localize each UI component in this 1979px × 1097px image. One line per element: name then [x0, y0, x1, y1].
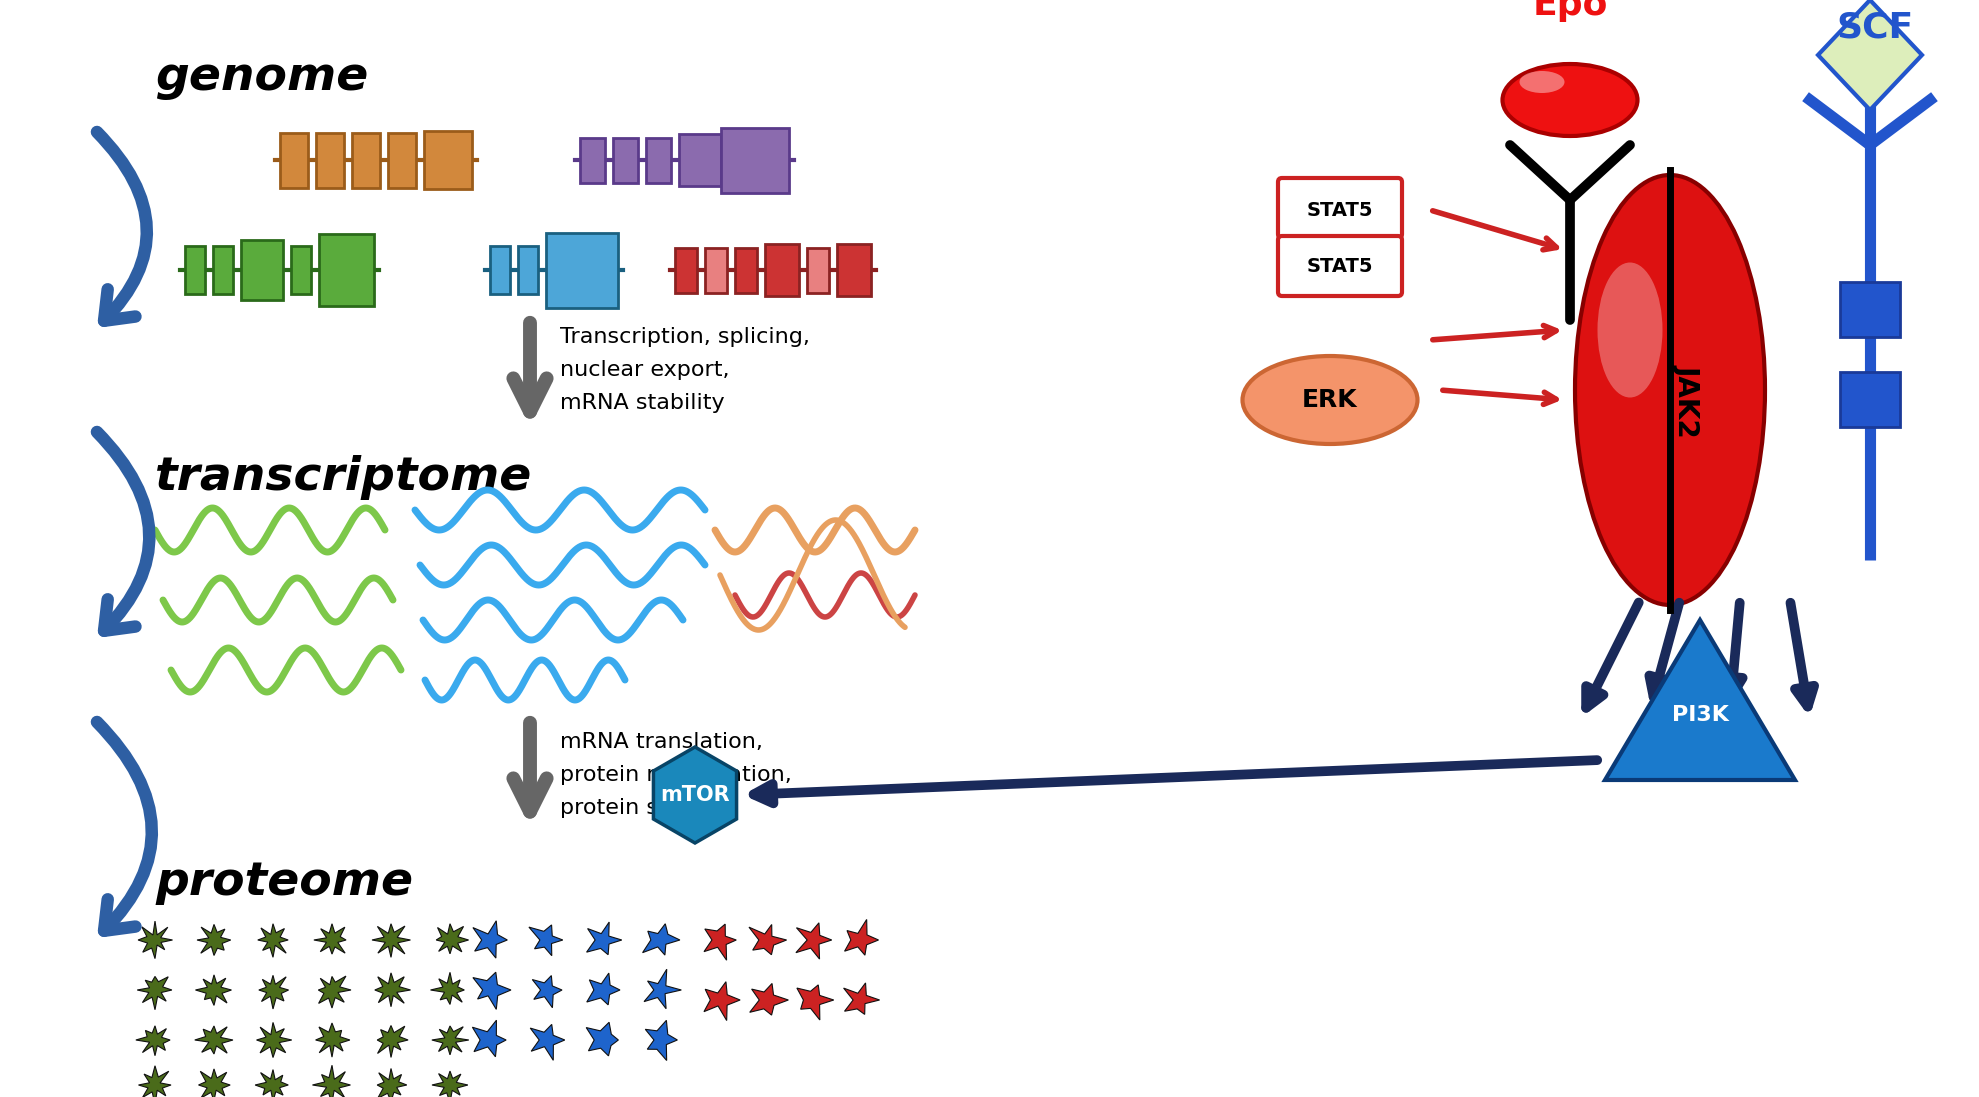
- Text: mTOR: mTOR: [661, 785, 730, 805]
- Ellipse shape: [1520, 71, 1565, 93]
- Text: Transcription, splicing,
nuclear export,
mRNA stability: Transcription, splicing, nuclear export,…: [560, 327, 809, 412]
- Text: ERK: ERK: [1302, 388, 1358, 412]
- Bar: [807, 248, 829, 293]
- Bar: [291, 246, 311, 294]
- Polygon shape: [532, 975, 562, 1008]
- Polygon shape: [374, 973, 410, 1007]
- Bar: [518, 246, 538, 294]
- Bar: [317, 133, 344, 188]
- Polygon shape: [705, 924, 736, 960]
- Polygon shape: [431, 972, 465, 1005]
- Polygon shape: [748, 925, 786, 954]
- Ellipse shape: [1243, 357, 1417, 444]
- Text: proteome: proteome: [154, 860, 414, 905]
- Polygon shape: [473, 920, 507, 958]
- Polygon shape: [586, 1022, 617, 1056]
- Polygon shape: [473, 972, 511, 1009]
- Ellipse shape: [1597, 262, 1662, 397]
- Polygon shape: [645, 1020, 677, 1061]
- Bar: [1840, 282, 1900, 337]
- Polygon shape: [315, 924, 346, 954]
- FancyBboxPatch shape: [1278, 236, 1401, 296]
- Bar: [491, 246, 511, 294]
- Polygon shape: [259, 975, 289, 1009]
- Text: JAK2: JAK2: [1674, 363, 1702, 437]
- Bar: [645, 137, 671, 182]
- Polygon shape: [137, 1026, 170, 1055]
- Bar: [720, 127, 790, 192]
- Ellipse shape: [1575, 176, 1765, 606]
- Polygon shape: [198, 1068, 230, 1097]
- Polygon shape: [796, 923, 831, 959]
- Polygon shape: [643, 970, 681, 1009]
- FancyArrowPatch shape: [97, 432, 148, 631]
- Polygon shape: [378, 1026, 408, 1058]
- Polygon shape: [198, 925, 232, 955]
- Bar: [837, 244, 871, 296]
- Polygon shape: [750, 984, 788, 1015]
- Bar: [546, 233, 617, 307]
- Bar: [1840, 372, 1900, 427]
- Polygon shape: [843, 983, 879, 1015]
- Polygon shape: [257, 1022, 291, 1058]
- Bar: [766, 244, 800, 296]
- Text: mRNA translation,
protein modification,
protein stability: mRNA translation, protein modification, …: [560, 732, 792, 817]
- Polygon shape: [194, 1026, 234, 1054]
- Polygon shape: [255, 1070, 289, 1097]
- Polygon shape: [372, 924, 410, 958]
- Polygon shape: [530, 1025, 564, 1061]
- Polygon shape: [435, 924, 469, 953]
- Text: SCF: SCF: [1837, 10, 1914, 44]
- Bar: [352, 133, 380, 188]
- Polygon shape: [139, 1066, 170, 1097]
- Bar: [705, 248, 726, 293]
- Bar: [388, 133, 416, 188]
- Text: STAT5: STAT5: [1306, 257, 1373, 275]
- FancyArrowPatch shape: [97, 132, 146, 320]
- Polygon shape: [431, 1071, 467, 1097]
- Bar: [184, 246, 206, 294]
- Polygon shape: [1819, 0, 1922, 110]
- Polygon shape: [257, 924, 289, 958]
- Text: transcriptome: transcriptome: [154, 455, 532, 500]
- Bar: [241, 240, 283, 299]
- Polygon shape: [845, 919, 879, 955]
- Text: PI3K: PI3K: [1672, 705, 1728, 725]
- Bar: [279, 133, 309, 188]
- Bar: [679, 134, 720, 186]
- Polygon shape: [653, 747, 736, 842]
- FancyBboxPatch shape: [1278, 178, 1401, 238]
- Polygon shape: [643, 924, 681, 955]
- Polygon shape: [315, 1024, 350, 1058]
- Polygon shape: [313, 1065, 350, 1097]
- Text: genome: genome: [154, 55, 368, 100]
- Polygon shape: [1605, 620, 1795, 780]
- Bar: [424, 131, 473, 189]
- Text: Epo: Epo: [1532, 0, 1607, 22]
- Bar: [319, 234, 374, 306]
- Polygon shape: [139, 921, 172, 959]
- Polygon shape: [431, 1026, 469, 1055]
- Polygon shape: [705, 982, 740, 1020]
- Polygon shape: [137, 976, 172, 1009]
- FancyArrowPatch shape: [97, 722, 152, 930]
- Polygon shape: [378, 1068, 408, 1097]
- Bar: [613, 137, 637, 182]
- Bar: [214, 246, 234, 294]
- Bar: [675, 248, 697, 293]
- Polygon shape: [586, 973, 619, 1005]
- Ellipse shape: [1502, 64, 1637, 136]
- Polygon shape: [196, 975, 232, 1005]
- Polygon shape: [319, 976, 350, 1008]
- Polygon shape: [798, 985, 833, 1020]
- Text: STAT5: STAT5: [1306, 201, 1373, 219]
- Bar: [580, 137, 606, 182]
- Polygon shape: [586, 923, 621, 954]
- Bar: [734, 248, 758, 293]
- Polygon shape: [473, 1020, 507, 1056]
- Polygon shape: [528, 925, 562, 955]
